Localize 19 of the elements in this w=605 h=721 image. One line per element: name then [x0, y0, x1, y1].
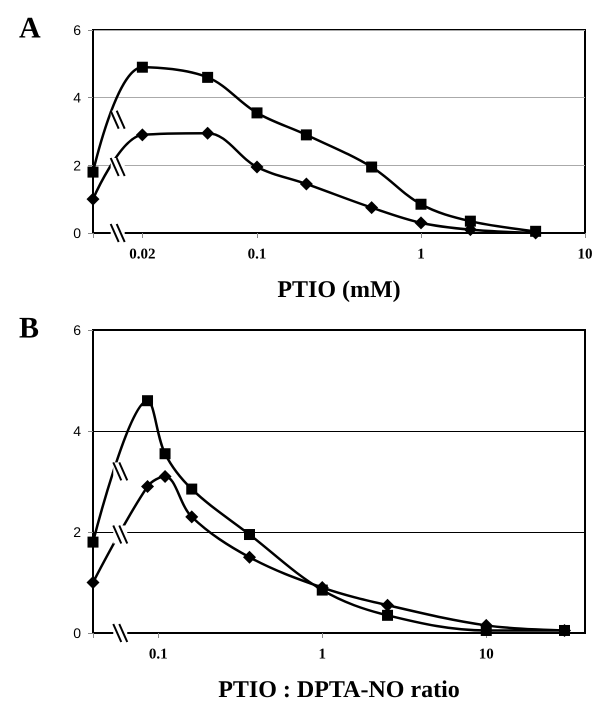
x-axis-title: PTIO (mM)	[277, 277, 401, 303]
x-tick-label: 10	[578, 246, 592, 262]
x-tick-label: 0.1	[148, 646, 168, 662]
y-tick-label: 4	[73, 423, 82, 439]
x-axis-title: PTIO : DPTA-NO ratio	[218, 677, 460, 703]
y-tick-label: 0	[73, 225, 82, 241]
x-tick-label: 0.02	[129, 246, 156, 262]
y-tick-label: 2	[73, 157, 82, 174]
x-tick-label: 0.1	[248, 246, 266, 262]
chart-title: B	[19, 312, 40, 344]
x-tick-label: 10	[478, 646, 494, 662]
y-tick-label: 6	[73, 22, 82, 38]
y-tick-label: 0	[73, 625, 82, 641]
x-tick-label: 1	[417, 246, 425, 262]
y-tick-label: 2	[73, 524, 82, 540]
y-tick-label: 6	[73, 322, 82, 338]
x-tick-label: 1	[318, 646, 326, 662]
chart-title: A	[19, 12, 41, 44]
y-tick-label: 4	[73, 90, 82, 106]
